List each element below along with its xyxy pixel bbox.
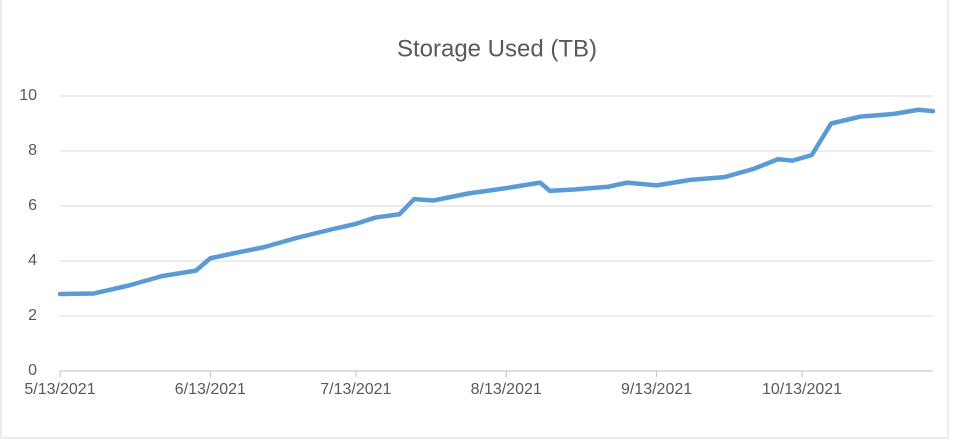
x-tick-label: 9/13/2021 — [621, 381, 692, 398]
x-tick-label: 7/13/2021 — [320, 381, 391, 398]
x-tick-label: 6/13/2021 — [175, 381, 246, 398]
chart-frame — [0, 0, 949, 439]
y-tick-label: 4 — [28, 252, 37, 269]
data-line — [57, 107, 936, 297]
x-tick-label: 10/13/2021 — [762, 381, 842, 398]
x-tick-label: 5/13/2021 — [24, 381, 95, 398]
y-tick-label: 0 — [28, 362, 37, 379]
y-tick-label: 2 — [28, 307, 37, 324]
y-tick-label: 10 — [19, 87, 37, 104]
y-tick-label: 6 — [28, 197, 37, 214]
chart-title: Storage Used (TB) — [397, 35, 597, 62]
y-tick-label: 8 — [28, 142, 37, 159]
x-tick-label: 8/13/2021 — [471, 381, 542, 398]
